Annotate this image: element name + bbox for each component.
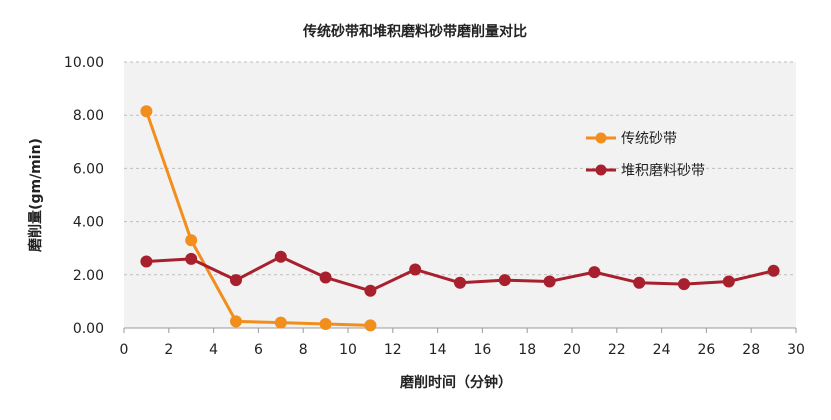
data-point-series-1 xyxy=(274,316,287,329)
chart-title: 传统砂带和堆积磨料砂带磨削量对比 xyxy=(302,23,527,40)
y-axis-title: 磨削量(gm/min) xyxy=(27,138,44,252)
x-tick-label: 14 xyxy=(429,342,447,358)
y-tick-label: 10.00 xyxy=(64,55,104,71)
legend-label-1: 传统砂带 xyxy=(621,131,677,147)
data-point-series-2 xyxy=(454,276,466,289)
x-axis-title: 磨削时间（分钟） xyxy=(400,374,512,391)
x-tick-label: 28 xyxy=(742,342,760,358)
x-tick-label: 4 xyxy=(209,342,218,358)
legend-marker-1 xyxy=(595,132,607,144)
data-point-series-2 xyxy=(767,264,780,277)
y-tick-label: 8.00 xyxy=(73,108,104,124)
x-tick-label: 30 xyxy=(787,342,805,358)
y-tick-label: 6.00 xyxy=(73,161,104,177)
grid-lines xyxy=(124,61,796,276)
data-point-series-1 xyxy=(319,318,332,331)
x-tick-label: 10 xyxy=(339,342,357,358)
data-point-series-2 xyxy=(543,275,556,288)
data-point-series-1 xyxy=(185,234,198,247)
x-tick-label: 20 xyxy=(563,342,581,358)
data-point-series-2 xyxy=(364,284,377,297)
data-point-series-1 xyxy=(364,319,377,332)
series-layer xyxy=(140,105,780,332)
data-point-series-2 xyxy=(319,271,332,284)
x-tick-label: 26 xyxy=(697,342,715,358)
x-tick-label: 18 xyxy=(518,342,536,358)
data-point-series-2 xyxy=(185,252,198,265)
data-point-series-2 xyxy=(409,263,422,276)
x-tick-label: 22 xyxy=(608,342,626,358)
y-tick-label: 2.00 xyxy=(73,268,104,284)
x-tick-label: 8 xyxy=(299,342,308,358)
data-point-series-2 xyxy=(678,278,690,291)
data-point-series-2 xyxy=(498,274,511,287)
data-point-series-2 xyxy=(633,276,646,289)
data-point-series-1 xyxy=(140,105,153,118)
x-tick-label: 0 xyxy=(120,342,129,358)
x-tick-label: 12 xyxy=(384,342,402,358)
legend-label-2: 堆积磨料砂带 xyxy=(621,163,705,179)
data-point-series-2 xyxy=(722,275,735,288)
x-tick-label: 2 xyxy=(164,342,173,358)
x-tick-label: 6 xyxy=(254,342,263,358)
data-point-series-2 xyxy=(274,250,287,263)
x-tick-label: 16 xyxy=(473,342,491,358)
legend-marker-2 xyxy=(595,164,607,176)
data-point-series-2 xyxy=(230,274,242,287)
data-point-series-2 xyxy=(588,266,601,279)
series-line-1 xyxy=(144,110,371,327)
data-point-series-2 xyxy=(140,255,153,268)
data-point-series-1 xyxy=(230,315,242,328)
x-tick-label: 24 xyxy=(653,342,671,358)
y-tick-label: 4.00 xyxy=(73,215,104,231)
y-tick-label: 0.00 xyxy=(73,321,104,337)
